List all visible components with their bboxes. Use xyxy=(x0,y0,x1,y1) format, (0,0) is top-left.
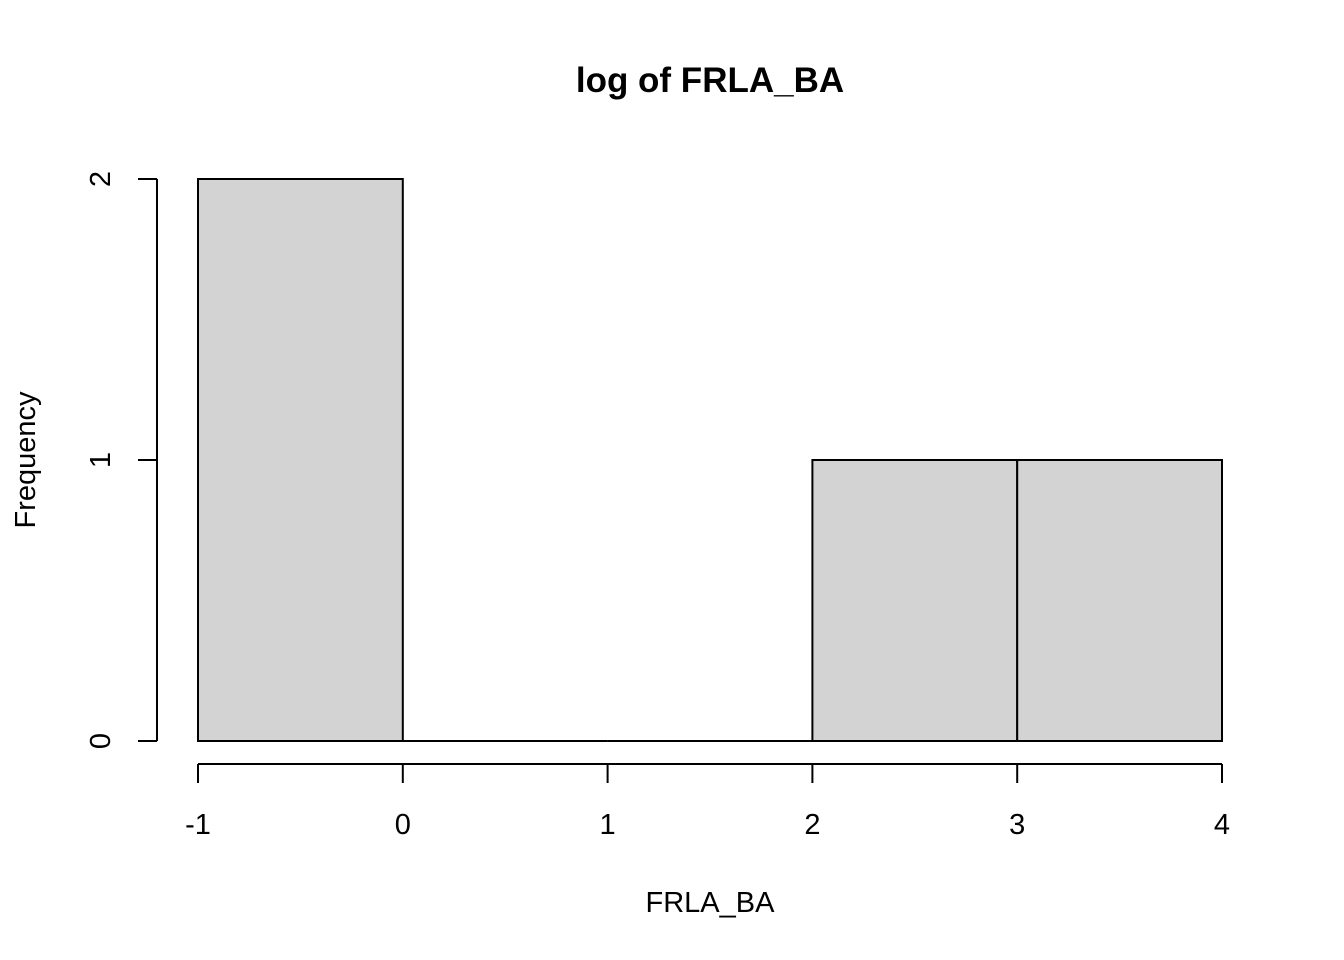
histogram-bar-4 xyxy=(1016,459,1224,742)
y-tick-label-1: 1 xyxy=(85,452,117,468)
x-axis-ticks: -1 0 1 2 3 4 xyxy=(185,764,1230,841)
x-tick-label-0: -1 xyxy=(185,809,211,841)
x-axis-label: FRLA_BA xyxy=(646,887,776,919)
x-tick-label-3: 2 xyxy=(804,809,820,841)
x-tick-label-5: 4 xyxy=(1214,809,1230,841)
y-tick-label-2: 2 xyxy=(85,171,117,187)
y-axis-label: Frequency xyxy=(10,391,42,529)
y-tick-label-0: 0 xyxy=(85,733,117,749)
histogram-bar-3 xyxy=(811,459,1019,742)
y-axis-ticks: 0 1 2 xyxy=(85,171,157,749)
x-tick-label-1: 0 xyxy=(395,809,411,841)
bars-group xyxy=(197,178,1224,742)
chart-title: log of FRLA_BA xyxy=(576,61,844,100)
x-tick-label-4: 3 xyxy=(1009,809,1025,841)
x-tick-label-2: 1 xyxy=(600,809,616,841)
histogram-bar-0 xyxy=(197,178,404,742)
